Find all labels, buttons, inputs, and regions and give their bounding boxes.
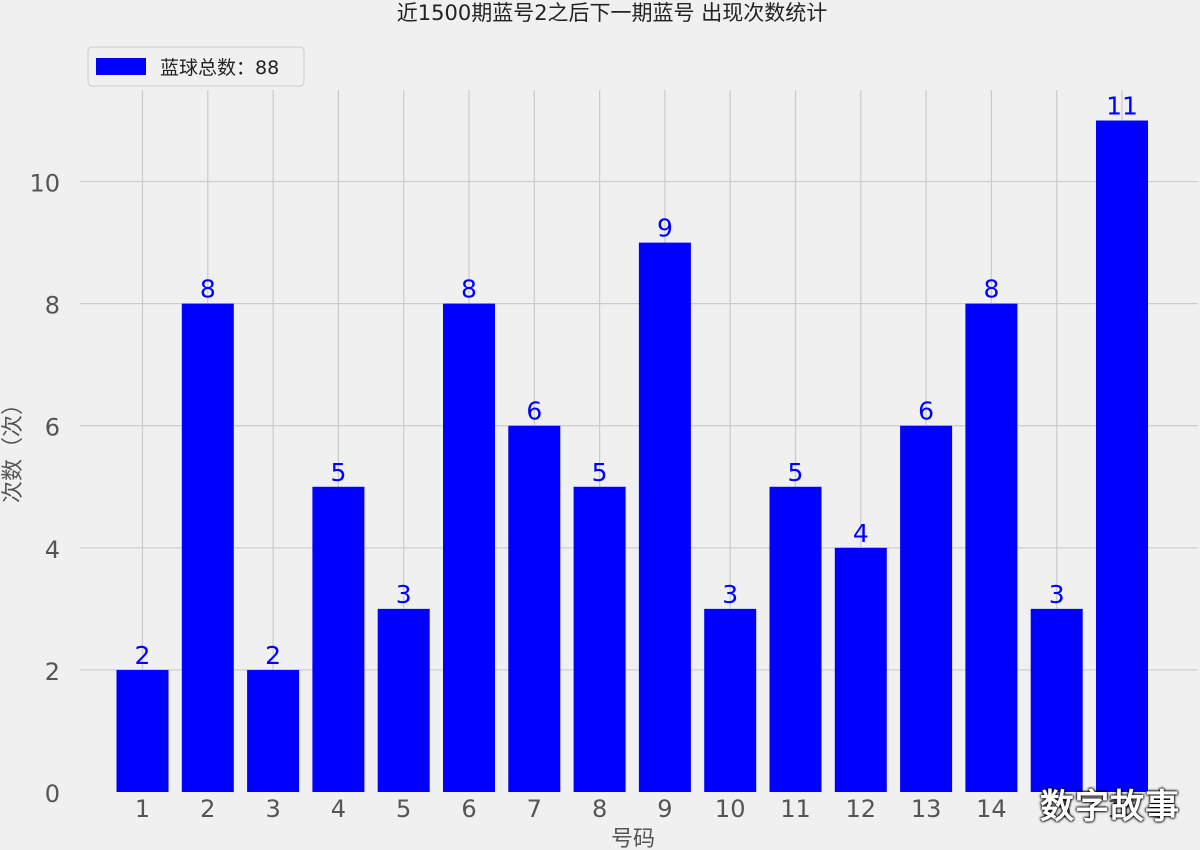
x-tick-label: 10 [715,795,746,823]
bar-value-label: 11 [1106,92,1138,121]
x-tick-label: 9 [657,795,672,823]
bar-value-label: 3 [396,580,412,609]
legend: 蓝球总数：88 [87,46,305,87]
y-tick-label: 8 [45,292,60,320]
bar [1030,608,1083,792]
bar [573,486,626,792]
x-tick-label: 2 [200,795,215,823]
bar-value-label: 3 [1049,580,1065,609]
bar-value-label: 2 [135,641,151,670]
y-tick-label: 4 [45,536,60,564]
y-axis-label: 次数（次） [1,393,26,503]
chart-title: 近1500期蓝号2之后下一期蓝号 出现次数统计 [397,1,827,25]
bar-value-label: 2 [265,641,281,670]
bar-value-label: 8 [461,275,477,304]
legend-swatch [96,58,146,75]
x-tick-label: 5 [396,795,411,823]
bar [312,486,365,792]
bar [508,425,561,792]
bar-value-label: 3 [722,580,738,609]
bar [900,425,953,792]
bar-value-labels: 2 8 2 5 3 8 6 5 9 3 5 4 6 8 3 11 [135,92,1138,670]
x-axis-label: 号码 [611,827,655,850]
bar-value-label: 5 [330,458,346,487]
bar [247,669,300,792]
x-tick-label: 13 [911,795,942,823]
x-tick-label: 12 [846,795,877,823]
y-tick-labels: 0 2 4 6 8 10 [29,170,60,808]
x-tick-label: 8 [592,795,607,823]
bar [834,547,887,792]
bar [443,303,495,792]
legend-label: 蓝球总数：88 [160,57,279,79]
x-tick-label: 16 [1107,795,1138,823]
bar-value-label: 8 [200,275,216,304]
bar [1096,120,1148,793]
bar-value-label: 6 [918,397,934,426]
x-tick-label: 7 [527,795,542,823]
x-tick-label: 3 [265,795,280,823]
x-tick-label: 1 [135,795,150,823]
x-tick-label: 15 [1041,795,1072,823]
watermark: 数字故事 [1040,787,1180,827]
x-tick-label: 11 [780,795,811,823]
legend-box [87,46,305,87]
bar-value-label: 5 [592,458,608,487]
y-tick-label: 10 [29,170,60,198]
bar [638,242,691,792]
bar [965,303,1018,792]
bar-value-label: 4 [853,519,869,548]
bar [769,486,822,792]
bar [377,608,430,792]
bar-value-label: 9 [657,214,673,243]
y-tick-label: 0 [45,780,60,808]
bars [116,120,1148,793]
bar [181,303,234,792]
bar [704,608,757,792]
bar [116,669,169,792]
x-tick-label: 6 [461,795,476,823]
bar-value-label: 6 [526,397,542,426]
x-tick-labels: 1 2 3 4 5 6 7 8 9 10 11 12 13 14 15 16 [135,795,1137,823]
x-tick-label: 14 [976,795,1007,823]
y-tick-label: 6 [45,414,60,442]
x-tick-label: 4 [331,795,346,823]
y-tick-label: 2 [45,658,60,686]
bar-value-label: 8 [983,275,999,304]
bar-value-label: 5 [788,458,804,487]
